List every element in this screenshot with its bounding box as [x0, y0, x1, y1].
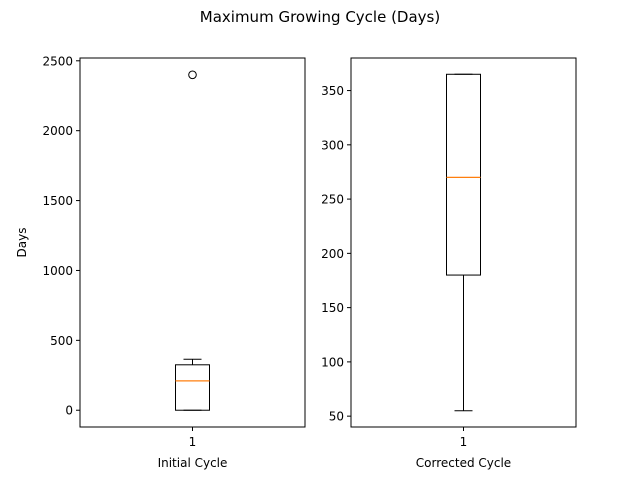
y-tick-label-initial: 2500	[42, 54, 73, 68]
box-corrected	[446, 73, 481, 276]
y-tick-label-initial: 1000	[42, 264, 73, 278]
x-axis-label-corrected: Corrected Cycle	[416, 456, 511, 470]
y-tick-label-corrected: 300	[321, 138, 344, 152]
x-tick-label-initial: 1	[189, 435, 197, 449]
y-tick-label-initial: 0	[65, 404, 73, 418]
y-tick-label-corrected: 200	[321, 247, 344, 261]
x-tick-label-corrected: 1	[460, 435, 468, 449]
figure-title: Maximum Growing Cycle (Days)	[200, 8, 440, 26]
y-tick-label-corrected: 50	[329, 410, 344, 424]
y-tick-label-initial: 500	[50, 334, 73, 348]
y-tick-label-initial: 2000	[42, 124, 73, 138]
y-tick-label-corrected: 350	[321, 84, 344, 98]
y-tick-label-corrected: 100	[321, 355, 344, 369]
axes-frame-initial	[79, 57, 306, 428]
y-tick-label-corrected: 250	[321, 193, 344, 207]
x-axis-label-initial: Initial Cycle	[158, 456, 228, 470]
box-initial	[175, 364, 210, 411]
outlier-point-initial	[188, 70, 197, 80]
chart-panel-corrected-cycle: Corrected Cycle 50 100 150 200 250 300 350 1	[321, 57, 577, 470]
y-tick-label-corrected: 150	[321, 301, 344, 315]
chart-panel-initial-cycle: Days Initial Cycle 0 500 1000 1500 2000 2500 1	[15, 54, 306, 470]
y-tick-label-initial: 1500	[42, 194, 73, 208]
y-axis-label-initial: Days	[15, 228, 29, 258]
